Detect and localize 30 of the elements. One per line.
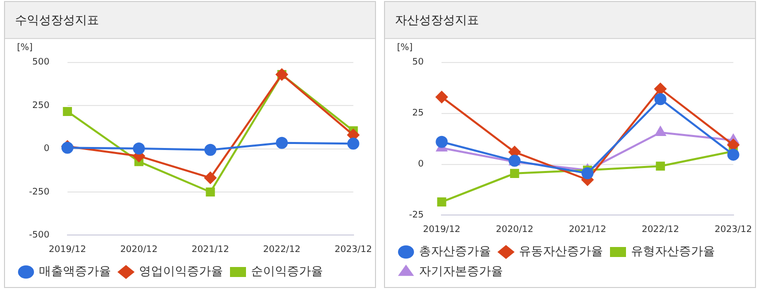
x-tick-label: 2020/12 xyxy=(120,244,158,255)
x-tick-label: 2022/12 xyxy=(263,244,301,255)
legend-label: 유동자산증가율 xyxy=(519,244,603,258)
x-tick-label: 2020/12 xyxy=(496,224,534,235)
y-axis-title: [%] xyxy=(17,42,33,53)
legend-label: 유형자산증가율 xyxy=(631,244,715,258)
x-tick-label: 2022/12 xyxy=(642,224,680,235)
legend-label: 자기자본증가율 xyxy=(419,264,503,278)
chart-title: 자산성장성지표 xyxy=(385,2,755,39)
y-tick-label: 50 xyxy=(412,58,424,68)
y-tick-label: 500 xyxy=(32,58,50,68)
y-tick-label: 25 xyxy=(412,108,424,119)
legend-label: 총자산증가율 xyxy=(419,244,491,258)
legend-label: 순이익증가율 xyxy=(251,264,323,278)
y-tick-label: -250 xyxy=(28,187,50,198)
y-tick-label: 0 xyxy=(44,144,50,154)
chart-title: 수익성장성지표 xyxy=(5,2,375,39)
x-tick-label: 2023/12 xyxy=(714,224,752,235)
x-tick-label: 2021/12 xyxy=(568,224,606,235)
y-axis-title: [%] xyxy=(397,42,413,53)
y-tick-label: 250 xyxy=(32,100,50,111)
x-tick-label: 2019/12 xyxy=(423,224,460,235)
y-tick-label: -500 xyxy=(28,230,50,241)
x-tick-label: 2019/12 xyxy=(48,244,86,255)
y-tick-label: 0 xyxy=(418,160,424,170)
x-tick-label: 2021/12 xyxy=(192,244,230,255)
legend-label: 매출액증가율 xyxy=(39,264,111,278)
y-tick-label: -25 xyxy=(408,210,424,221)
legend-label: 영업이익증가율 xyxy=(139,264,223,278)
x-tick-label: 2023/12 xyxy=(334,244,372,255)
